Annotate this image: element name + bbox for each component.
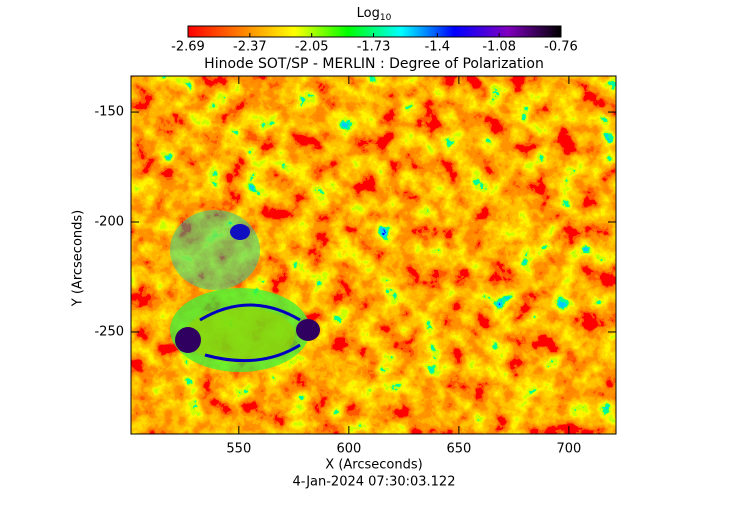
colorbar [187, 25, 562, 38]
y-tick-label: -150 [94, 105, 124, 120]
sunspot [296, 319, 320, 341]
active-region [170, 210, 260, 290]
active-region [185, 307, 295, 363]
x-tick-label: 650 [446, 442, 471, 457]
chart-title: Hinode SOT/SP - MERLIN : Degree of Polar… [204, 56, 544, 72]
colorbar-tick-label: -2.69 [171, 40, 205, 55]
colorbar-tick-label: -1.73 [357, 40, 391, 55]
y-tick-label: -250 [94, 324, 124, 339]
x-tick-label: 700 [556, 442, 581, 457]
sunspot [175, 327, 201, 353]
x-axis-label: X (Arcseconds) [325, 458, 422, 473]
x-tick-label: 600 [336, 442, 361, 457]
y-axis-label: Y (Arcseconds) [71, 210, 86, 307]
colorbar-tick-label: -1.4 [425, 40, 450, 55]
timestamp: 4-Jan-2024 07:30:03.122 [293, 475, 456, 490]
colorbar-tick-label: -0.76 [544, 40, 578, 55]
image [131, 76, 616, 434]
colorbar-tick-label: -1.08 [482, 40, 516, 55]
plot-frame [130, 75, 617, 435]
colorbar-label: Log10 [357, 6, 392, 23]
y-tick-label: -200 [94, 215, 124, 230]
sunspot [230, 224, 250, 240]
colorbar-tick-label: -2.37 [233, 40, 267, 55]
x-tick-label: 550 [226, 442, 251, 457]
colorbar-tick-label: -2.05 [295, 40, 329, 55]
field-lane [199, 303, 301, 363]
